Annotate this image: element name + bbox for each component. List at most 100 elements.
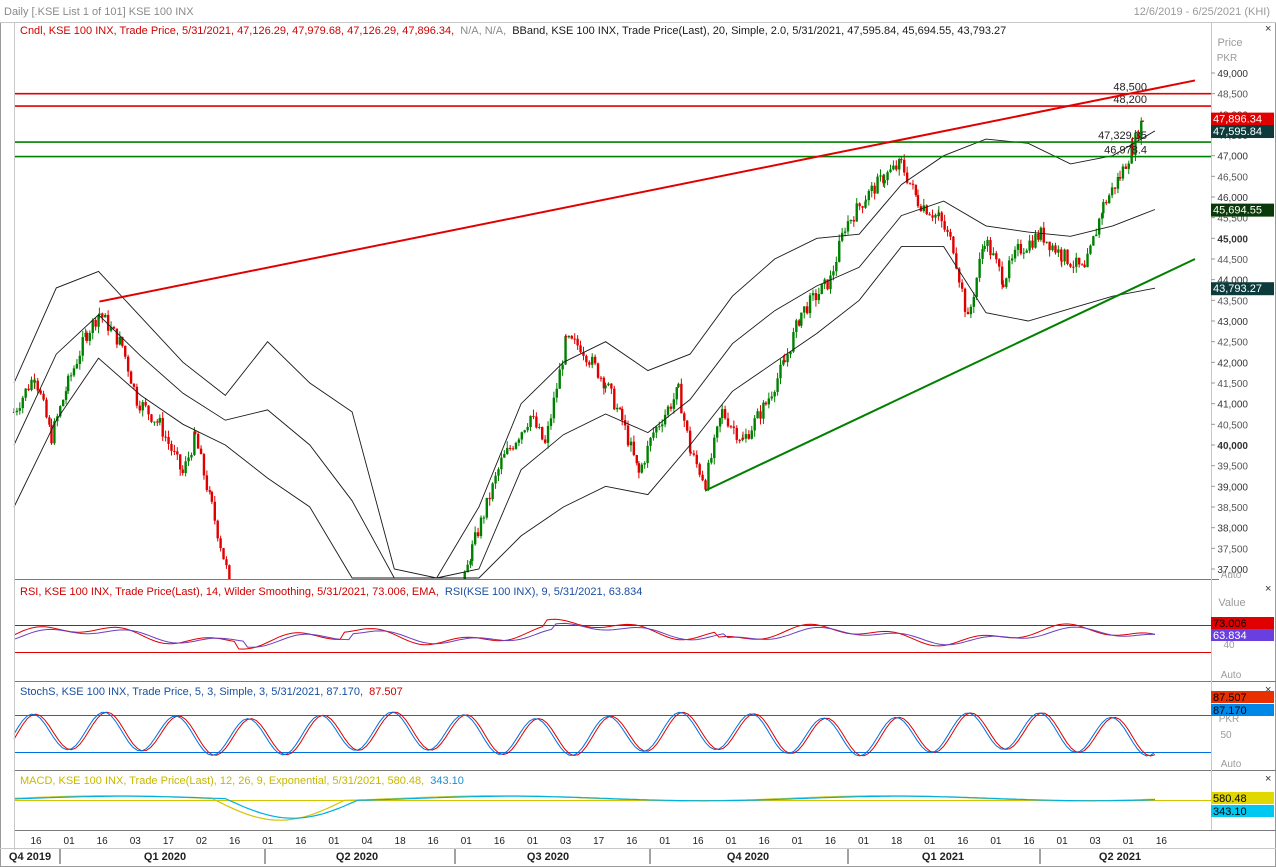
candle-body bbox=[208, 490, 211, 492]
candle-body bbox=[811, 293, 815, 296]
candle-body bbox=[1048, 241, 1051, 251]
title-bar bbox=[0, 0, 1276, 22]
candle-body bbox=[1028, 240, 1031, 251]
stoch-d-line bbox=[13, 711, 1156, 757]
rsi-panel[interactable] bbox=[13, 618, 1276, 682]
candle-legend-na: N/A, N/A, bbox=[460, 25, 506, 37]
candle-body bbox=[685, 420, 689, 431]
candle-body bbox=[570, 335, 573, 339]
candle-body bbox=[72, 368, 76, 376]
candle-body bbox=[1063, 249, 1066, 262]
candle-body bbox=[222, 548, 225, 560]
candle-body bbox=[129, 371, 133, 384]
stoch-d-badge bbox=[1211, 691, 1274, 703]
candle-body bbox=[832, 271, 835, 276]
x-tick-label: 01 bbox=[527, 836, 539, 847]
close-icon[interactable]: × bbox=[1265, 773, 1271, 785]
price-tick-label: 40,000 bbox=[1217, 441, 1248, 452]
candle-body bbox=[808, 295, 812, 314]
candle-body bbox=[514, 442, 518, 449]
trend-lines[interactable] bbox=[99, 79, 1196, 492]
candle-body bbox=[776, 378, 779, 392]
candle-body bbox=[1137, 132, 1140, 140]
candle-body bbox=[978, 258, 981, 278]
price-tick-label: 40,500 bbox=[1217, 420, 1248, 431]
candle-body bbox=[925, 205, 928, 215]
candle-body bbox=[704, 480, 707, 490]
candle-body bbox=[1100, 213, 1104, 219]
rsi-ema-badge-label: 63.834 bbox=[1213, 630, 1247, 642]
x-tick-label: 01 bbox=[328, 836, 340, 847]
rsi-line bbox=[13, 618, 1156, 650]
stochastic-panel[interactable] bbox=[13, 711, 1276, 771]
candle-body bbox=[792, 332, 795, 352]
candle-body bbox=[729, 426, 733, 428]
candle-body bbox=[121, 336, 124, 346]
candle-body bbox=[680, 383, 683, 414]
x-tick-label: 01 bbox=[1057, 836, 1069, 847]
candle-body bbox=[98, 313, 101, 316]
candle-body bbox=[782, 360, 785, 365]
candle-body bbox=[946, 229, 949, 232]
candle-body bbox=[161, 417, 164, 437]
macd-signal-line bbox=[13, 795, 1156, 819]
close-icon[interactable]: × bbox=[1265, 583, 1271, 595]
candle-body bbox=[81, 337, 84, 356]
price-tick-label: 39,500 bbox=[1217, 462, 1248, 473]
price-tick-label: 45,000 bbox=[1217, 234, 1248, 245]
candle-body bbox=[934, 214, 937, 218]
candle-body bbox=[491, 483, 494, 500]
candle-body bbox=[975, 277, 978, 297]
macd-badge bbox=[1211, 792, 1274, 804]
candle-body bbox=[1077, 257, 1081, 265]
trend-line-red[interactable] bbox=[99, 79, 1196, 303]
candle-body bbox=[194, 431, 197, 434]
candle-body bbox=[494, 475, 497, 484]
candle-body bbox=[635, 455, 638, 464]
candle-body bbox=[1083, 264, 1086, 268]
rsi-legend: RSI, KSE 100 INX, Trade Price(Last), 14,… bbox=[20, 586, 642, 598]
price-auto-label[interactable]: Auto bbox=[1221, 570, 1242, 581]
candle-body bbox=[903, 159, 906, 173]
candle-body bbox=[773, 391, 776, 397]
candle-body bbox=[759, 411, 762, 419]
candle-body bbox=[1060, 260, 1063, 262]
candle-body bbox=[1105, 202, 1108, 204]
candle-body bbox=[582, 352, 585, 356]
candle-body bbox=[555, 388, 559, 398]
horizontal-line-label: 48,500 bbox=[1113, 82, 1147, 94]
candle-body bbox=[153, 421, 156, 423]
candle-body bbox=[36, 380, 39, 391]
close-icon[interactable]: × bbox=[1265, 684, 1271, 696]
candle-body bbox=[141, 402, 144, 411]
candle-body bbox=[646, 445, 649, 464]
candle-body bbox=[42, 393, 45, 400]
stoch-auto-label[interactable]: Auto bbox=[1221, 759, 1242, 770]
x-tick-label: 16 bbox=[626, 836, 638, 847]
candle-body bbox=[1097, 218, 1101, 235]
candle-body bbox=[469, 561, 472, 565]
candle-body bbox=[940, 212, 943, 222]
candle-body bbox=[1102, 202, 1105, 214]
close-icon[interactable]: × bbox=[1265, 23, 1271, 35]
x-tick-label: 16 bbox=[759, 836, 771, 847]
rsi-auto-label[interactable]: Auto bbox=[1221, 670, 1242, 681]
candle-body bbox=[1127, 163, 1130, 169]
macd-panel[interactable] bbox=[13, 795, 1276, 831]
candle-body bbox=[626, 425, 630, 446]
candle-body bbox=[937, 212, 941, 216]
candle-body bbox=[779, 364, 782, 379]
x-tick-label: 01 bbox=[990, 836, 1002, 847]
price-tick-label: 41,500 bbox=[1217, 379, 1248, 390]
candle-body bbox=[101, 313, 104, 318]
price-tick-label: 46,000 bbox=[1217, 193, 1248, 204]
stoch-legend: StochS, KSE 100 INX, Trade Price, 5, 3, … bbox=[20, 686, 403, 698]
trend-line-green[interactable] bbox=[705, 258, 1196, 492]
candle-body bbox=[870, 185, 873, 191]
candle-body bbox=[193, 431, 196, 455]
candle-body bbox=[1121, 166, 1125, 179]
candle-body bbox=[503, 454, 506, 458]
x-tick-label: 02 bbox=[196, 836, 208, 847]
